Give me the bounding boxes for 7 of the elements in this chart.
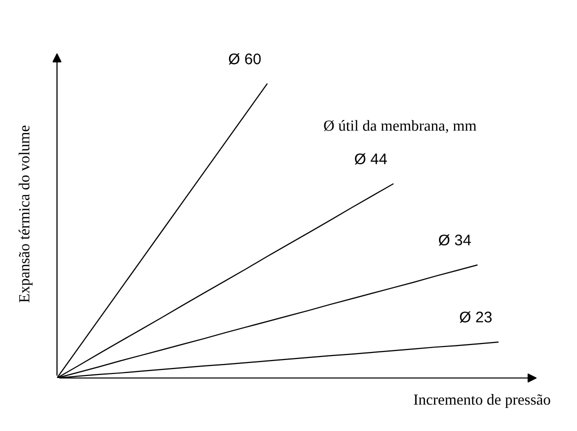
annotation: Ø útil da membrana, mm (324, 120, 476, 134)
series-label: Ø 34 (438, 234, 471, 246)
y-axis-title: Expansão térmica do volume (18, 126, 33, 302)
x-axis-title: Incremento de pressão (414, 394, 550, 408)
series-label: Ø 44 (354, 153, 387, 165)
series-label: Ø 60 (228, 53, 261, 65)
series-label: Ø 23 (460, 311, 492, 323)
